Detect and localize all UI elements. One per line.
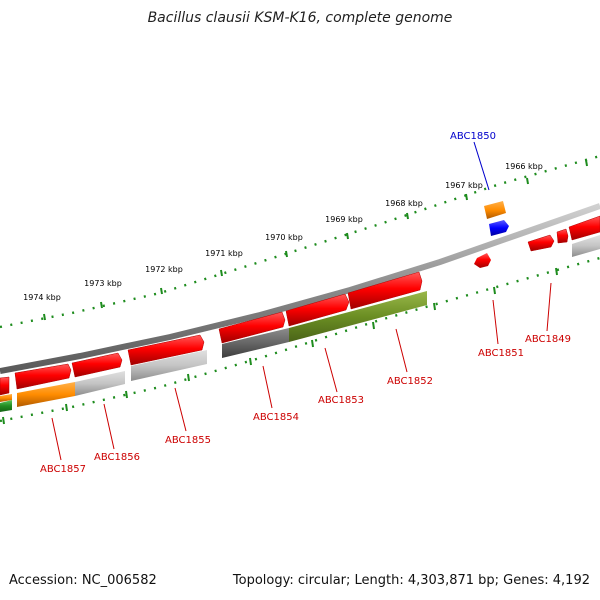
gene-label-abc1857: ABC1857 <box>40 464 86 475</box>
gene-label-abc1852: ABC1852 <box>387 376 433 387</box>
gene-label-abc1856: ABC1856 <box>94 452 140 463</box>
accession-text: Accession: NC_006582 <box>9 573 157 588</box>
gene-block-orange <box>484 201 506 219</box>
gene-arrow-red <box>0 376 10 396</box>
gene-arrow-red <box>556 228 569 244</box>
gene-block-gray <box>572 235 600 257</box>
gene-label-abc1849: ABC1849 <box>525 334 571 345</box>
gene-arrow-red <box>71 352 123 378</box>
tick-label: 1969 kbp <box>325 215 363 224</box>
gene-arrow-red <box>347 271 423 310</box>
map-title: Bacillus clausii KSM-K16, complete genom… <box>147 10 453 26</box>
gene-labels: ABC1850 ABC1849 ABC1851 ABC1852 ABC1853 … <box>40 131 571 475</box>
label-leaders <box>51 282 552 461</box>
gene-arrow-red <box>527 234 555 252</box>
tick-label: 1971 kbp <box>205 249 243 258</box>
tick-label: 1966 kbp <box>505 162 543 171</box>
forward-strand-genes <box>0 215 600 396</box>
gene-block-darkgray <box>222 328 289 358</box>
genome-summary-text: Topology: circular; Length: 4,303,871 bp… <box>232 573 590 588</box>
abc1850-genes <box>484 201 509 236</box>
genome-backbone <box>0 203 600 374</box>
gene-block-olive <box>289 291 427 342</box>
gene-block-orange <box>17 382 75 407</box>
gene-block-gray <box>75 371 125 396</box>
scale-tick-labels: 1974 kbp 1973 kbp 1972 kbp 1971 kbp 1970… <box>23 162 543 302</box>
scale-ticks-outer <box>43 159 588 321</box>
gene-block-green <box>0 400 12 412</box>
gene-arrow-red <box>218 311 286 344</box>
gene-arrow-blue <box>489 220 509 236</box>
gene-label-abc1851: ABC1851 <box>478 348 524 359</box>
tick-label: 1967 kbp <box>445 181 483 190</box>
gene-arrow-red <box>474 253 491 268</box>
gene-label-abc1853: ABC1853 <box>318 395 364 406</box>
gene-arrow-red <box>127 334 205 366</box>
gene-label-abc1850: ABC1850 <box>450 131 496 142</box>
gene-label-abc1855: ABC1855 <box>165 435 211 446</box>
reverse-strand-genes <box>0 235 600 412</box>
gene-block-orange <box>0 394 12 402</box>
scale-ticks-inner <box>2 267 558 425</box>
gene-label-abc1854: ABC1854 <box>253 412 299 423</box>
tick-label: 1968 kbp <box>385 199 423 208</box>
gene-block-gray <box>131 350 207 381</box>
tick-label: 1970 kbp <box>265 233 303 242</box>
gene-arrow-red <box>14 363 72 390</box>
label-leader-blue <box>473 141 490 191</box>
tick-label: 1973 kbp <box>84 279 122 288</box>
tick-label: 1974 kbp <box>23 293 61 302</box>
gene-arrow-red <box>568 215 600 241</box>
tick-label: 1972 kbp <box>145 265 183 274</box>
gene-arrow-red <box>285 293 350 327</box>
